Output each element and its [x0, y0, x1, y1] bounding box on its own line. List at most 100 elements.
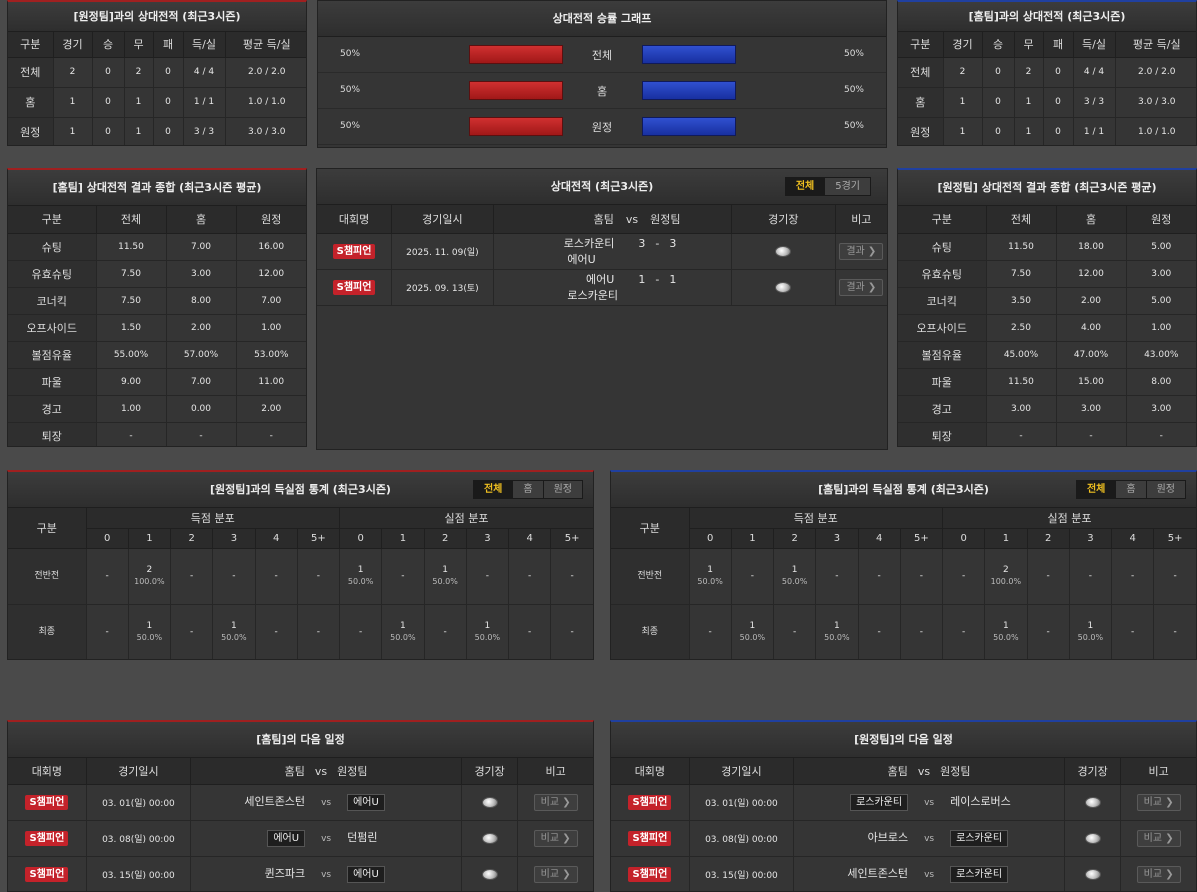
goals-home-panel: [홈팀]과의 득실점 통계 (최근3시즌) 전체 홈 원정 구분 득점 분포 실점 …	[610, 470, 1197, 660]
compare-button[interactable]: 비교 ❯	[1136, 793, 1181, 811]
stat-cell: 2	[943, 57, 983, 88]
dist-cell: 1 50.0%	[773, 548, 817, 605]
goal-count-header: 4	[858, 528, 901, 549]
stadium-icon	[481, 796, 498, 808]
recent-filter-toggle: 전체 5경기	[784, 177, 871, 196]
dist-count: -	[962, 570, 966, 581]
column-header: 경기장	[731, 205, 836, 234]
tab-away[interactable]: 원정	[1156, 484, 1175, 495]
home-team: 세인트존스턴	[244, 795, 306, 808]
dist-cell: -	[466, 548, 510, 605]
compare-button[interactable]: 비교 ❯	[533, 865, 578, 883]
vs-label: vs	[924, 798, 935, 808]
h2h-home-table: 구분 경기 승 무 패 득/실 평균 득/실 전체 2 0 2 0 4 / 4 2.0 / 2.0 홈 1 0 1…	[898, 32, 1196, 145]
compare-button[interactable]: 비교 ❯	[1136, 865, 1181, 883]
graph-row: 50% 홈 50%	[318, 73, 886, 109]
stat-cell: 2.00	[166, 314, 237, 342]
away-header: 원정팀	[940, 764, 971, 778]
stat-cell: 11.50	[986, 233, 1057, 261]
row-label: 오프사이드	[8, 314, 97, 342]
conceded-header: 실점 분포	[942, 508, 1196, 529]
tab-all[interactable]: 전체	[473, 481, 514, 498]
goal-count-header: 0	[689, 528, 732, 549]
header-row: 구분 경기 승 무 패 득/실 평균 득/실	[8, 32, 306, 58]
dist-count: -	[359, 626, 363, 637]
dist-count: -	[443, 626, 447, 637]
away-team-wrap: 에어U	[347, 794, 457, 811]
stat-cell: 1	[124, 87, 154, 118]
tab-home[interactable]: 홈	[513, 481, 544, 498]
panel-title: [원정팀]과의 득실점 통계 (최근3시즌) 전체 홈 원정	[8, 472, 593, 508]
dist-cell: -	[86, 604, 129, 659]
dist-cell: -	[550, 604, 593, 659]
dist-count: 2	[1003, 565, 1009, 575]
stat-cell: -	[96, 422, 167, 446]
away-team-wrap: 로스카운티	[950, 830, 1060, 847]
dist-count: -	[1173, 626, 1177, 637]
dist-count: 2	[146, 565, 153, 575]
dist-count: -	[750, 570, 754, 581]
dist-cell: -	[1153, 604, 1196, 659]
dist-count: -	[105, 570, 109, 581]
stat-cell: 7.00	[166, 368, 237, 396]
compare-button[interactable]: 비교 ❯	[533, 829, 578, 847]
stat-cell: 1.00	[236, 314, 306, 342]
winrate-graph-panel: 상대전적 승률 그래프 50% 전체 50% 50% 홈 50% 50% 원정 50%	[317, 0, 887, 148]
dist-cell: 1 50.0%	[381, 604, 425, 659]
left-percent: 50%	[340, 85, 361, 95]
panel-title: [홈팀]과의 상대전적 (최근3시즌)	[898, 2, 1196, 32]
stat-cell: 0	[1043, 117, 1074, 145]
result-button[interactable]: 결과 ❯	[839, 242, 884, 260]
stat-cell: -	[1056, 422, 1127, 446]
tab-all[interactable]: 전체	[785, 178, 826, 195]
dist-count: -	[274, 626, 278, 637]
dist-count: 1	[749, 621, 756, 631]
home-team: 로스카운티	[563, 237, 615, 250]
tab-all[interactable]: 전체	[1076, 481, 1117, 498]
dist-cell: 1 50.0%	[212, 604, 256, 659]
stadium-icon	[1084, 868, 1101, 880]
note-cell: 결과 ❯	[835, 233, 887, 270]
compare-button[interactable]: 비교 ❯	[533, 793, 578, 811]
column-header: 평균 득/실	[1115, 32, 1196, 58]
goals-away-panel: [원정팀]과의 득실점 통계 (최근3시즌) 전체 홈 원정 구분 득점 분포 실점…	[7, 470, 594, 660]
vs-label: vs	[321, 870, 332, 880]
league-badge: S챔피언	[628, 794, 672, 810]
note-cell: 비교 ❯	[1120, 856, 1196, 891]
result-button[interactable]: 결과 ❯	[839, 278, 884, 296]
compare-button[interactable]: 비교 ❯	[1136, 829, 1181, 847]
stadium-icon	[1084, 796, 1101, 808]
goal-count-header: 5+	[297, 528, 341, 549]
row-label: 슈팅	[8, 233, 97, 261]
panel-title: [홈팀] 상대전적 결과 종합 (최근3시즌 평균)	[8, 170, 306, 206]
stat-cell: 3 / 3	[183, 117, 226, 145]
dist-count: -	[877, 626, 881, 637]
dist-count: -	[708, 626, 712, 637]
stat-cell: 0	[92, 117, 125, 145]
home-team-wrap: 세인트존스턴	[195, 793, 305, 809]
dist-count: -	[190, 570, 194, 581]
goal-count-header: 2	[773, 528, 817, 549]
score-dash: -	[655, 237, 660, 250]
stat-cell: 43.00%	[1126, 341, 1196, 369]
dist-cell: 1 50.0%	[128, 604, 172, 659]
tab-home[interactable]: 홈	[1116, 481, 1147, 498]
away-winrate-bar	[642, 117, 736, 136]
dist-count: 1	[484, 621, 491, 631]
dist-count: -	[919, 570, 923, 581]
stat-cell: 0	[153, 87, 184, 118]
stat-cell: 1 / 1	[1073, 117, 1116, 145]
goal-count-header: 1	[984, 528, 1028, 549]
tab-last5[interactable]: 5경기	[835, 181, 860, 192]
dist-percent: 50.0%	[1077, 633, 1104, 642]
dist-cell: -	[689, 604, 732, 659]
tab-away[interactable]: 원정	[553, 484, 572, 495]
row-label: 전반전	[8, 548, 87, 605]
dist-cell: -	[170, 604, 214, 659]
stat-cell: 1 / 1	[183, 87, 226, 118]
next-home-panel: [홈팀]의 다음 일정 대회명 경기일시 홈팀 vs 원정팀 경기장 비고 S챔피언 03. 0…	[7, 720, 594, 892]
column-header: 무	[124, 32, 154, 58]
away-score: 3	[669, 237, 677, 250]
stat-cell: 4.00	[1056, 314, 1127, 342]
right-percent: 50%	[843, 49, 864, 59]
